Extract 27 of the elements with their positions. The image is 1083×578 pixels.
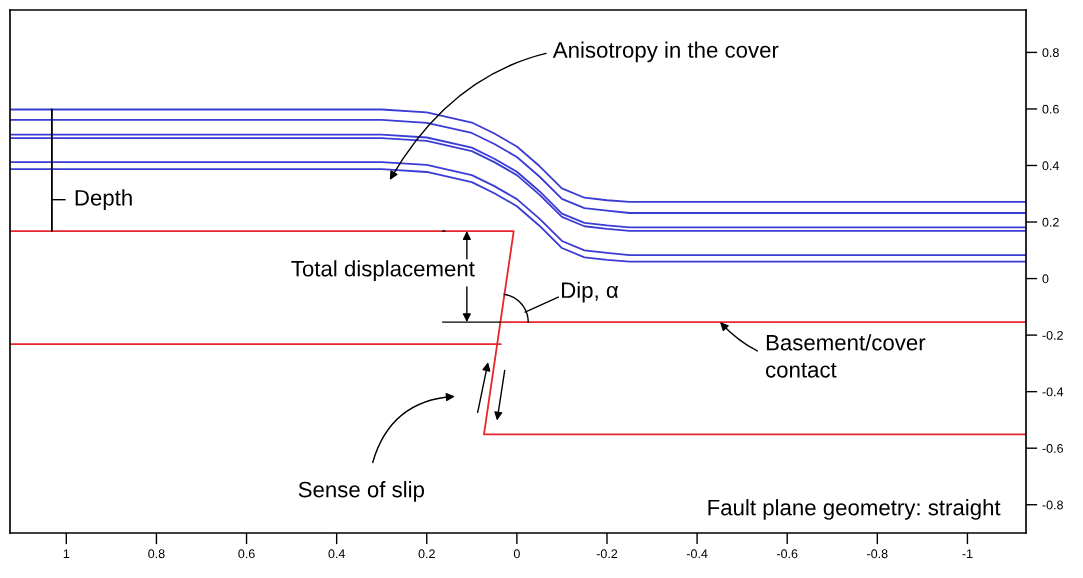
annotation: Fault plane geometry: straight xyxy=(708,499,1001,520)
y-tick-label: -0.4 xyxy=(1042,387,1064,397)
x-tick-label: 0 xyxy=(513,549,520,559)
y-tick-label: -0.2 xyxy=(1042,330,1063,340)
y-tick-label: 0 xyxy=(1042,274,1049,284)
y-tick-label: 0.2 xyxy=(1042,217,1059,227)
annotation: Total displacement xyxy=(291,260,475,281)
annotation: Anisotropy in the cover xyxy=(552,41,779,63)
x-tick-label: -0.2 xyxy=(596,549,618,559)
x-tick-label: 0.4 xyxy=(328,549,345,559)
x-tick-label: 0.8 xyxy=(148,549,165,559)
x-tick-label: -1 xyxy=(962,549,973,559)
y-tick-label: 0.8 xyxy=(1042,48,1059,58)
annotation: Basement/cover contact xyxy=(766,334,926,378)
x-tick-label: 1 xyxy=(63,549,70,559)
y-tick-label: -0.6 xyxy=(1042,443,1063,453)
y-tick-label: -0.8 xyxy=(1042,500,1063,510)
x-tick-label: 0.6 xyxy=(238,549,255,559)
x-tick-label: -0.6 xyxy=(776,549,798,559)
x-tick-label: -0.4 xyxy=(686,549,708,559)
y-tick-label: 0.4 xyxy=(1042,161,1059,171)
annotation: Depth xyxy=(75,189,132,211)
annotation: Dip, α xyxy=(562,281,619,303)
x-tick-label: 0.2 xyxy=(418,549,435,559)
y-tick-label: 0.6 xyxy=(1042,104,1059,114)
annotation: Sense of slip xyxy=(298,481,424,502)
x-tick-label: -0.8 xyxy=(867,549,888,559)
